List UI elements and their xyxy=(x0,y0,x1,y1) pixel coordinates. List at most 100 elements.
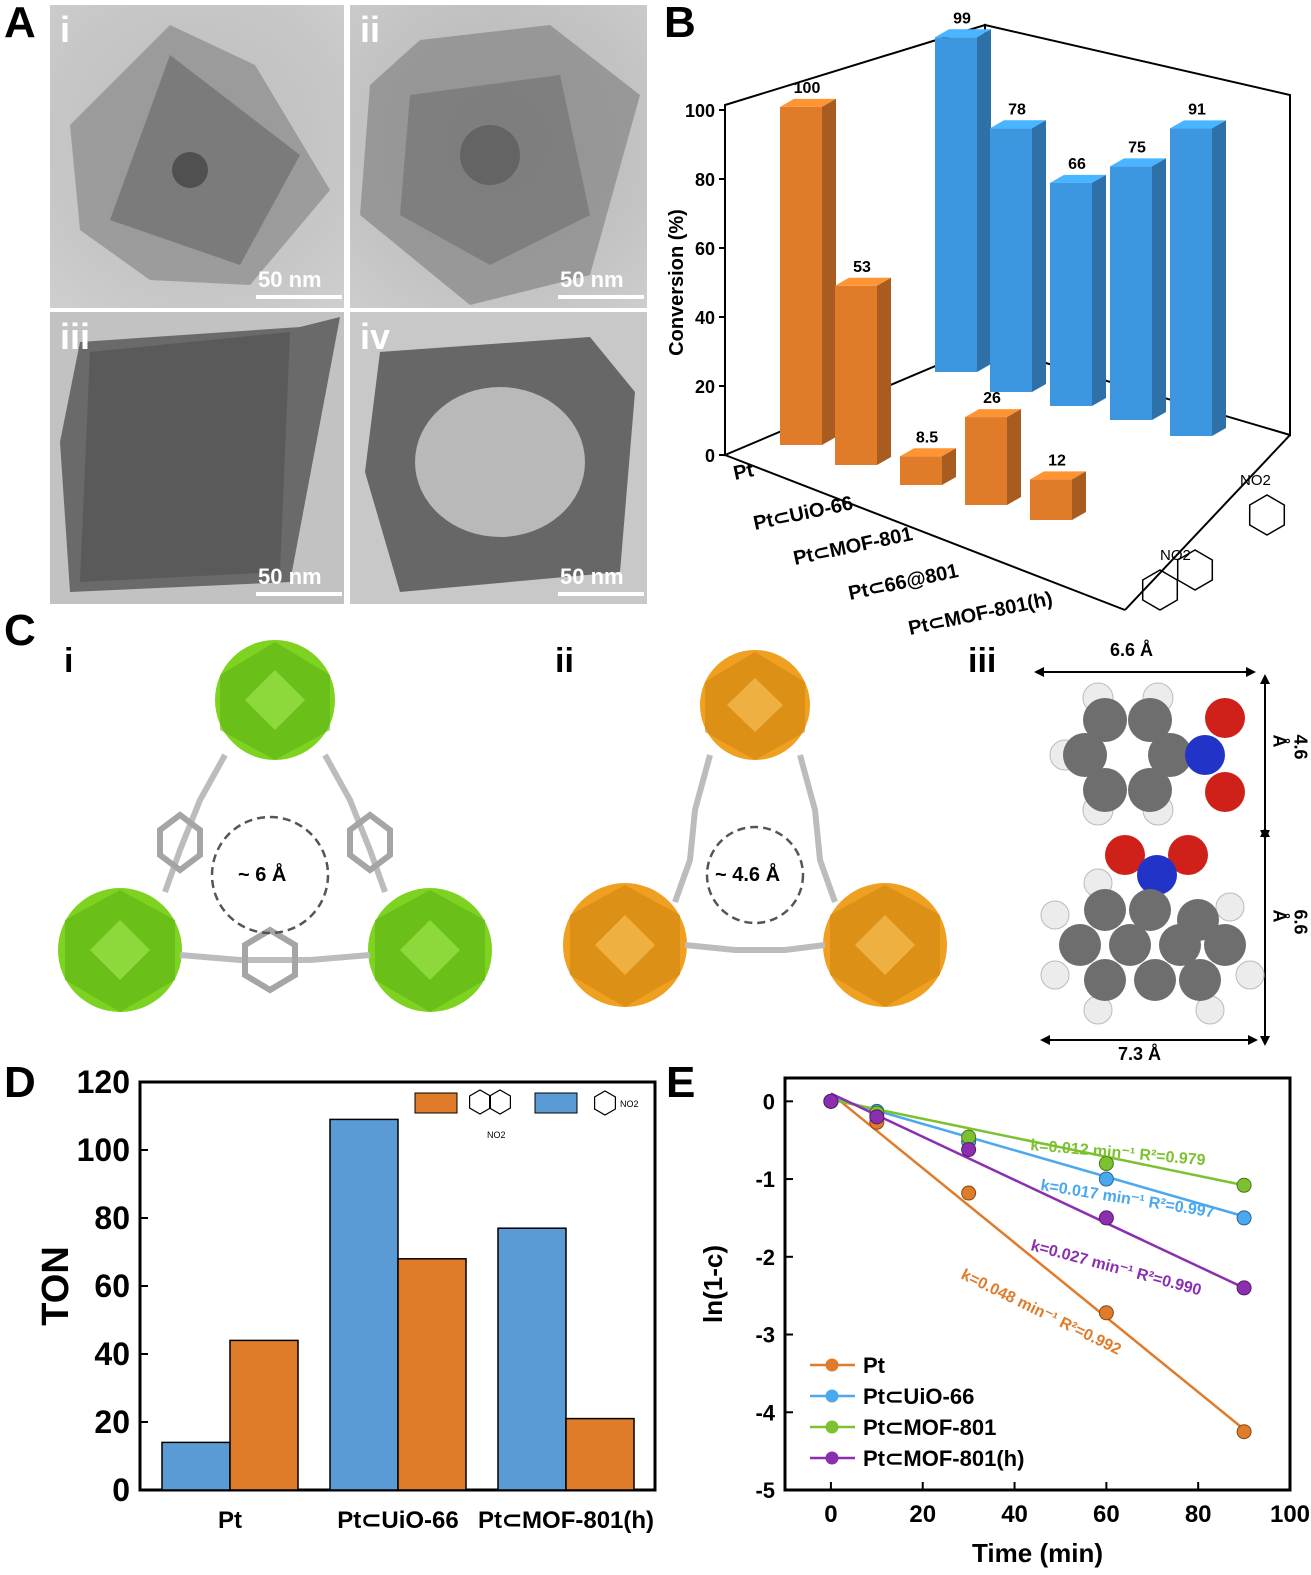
tem-particle-ii xyxy=(360,25,640,305)
b-blue-bar-2-value-label: 66 xyxy=(1068,156,1086,173)
e-point-3-2 xyxy=(961,1142,977,1158)
nn-hydrogen-atoms xyxy=(1040,868,1265,1025)
nn-nitrogen-atom xyxy=(1137,855,1177,895)
tem-particle-iii xyxy=(60,317,340,592)
e-x-axis-label: Time (min) xyxy=(972,1538,1103,1568)
d-legend-benzene-icon xyxy=(593,1090,617,1116)
scale-bar-iv xyxy=(558,592,644,596)
panel-c-label-ii: ii xyxy=(555,642,574,680)
b-y-tick-label: 20 xyxy=(695,377,715,397)
tem-particle-iv xyxy=(365,337,635,592)
chart-d-ton-bar: 0 20 40 60 80 100 120 TON Pt Pt⊂UiO-66 Pt⊂MOF-801(… xyxy=(35,1064,657,1534)
b-y-axis-label: Conversion (%) xyxy=(666,209,688,356)
e-legend-marker-0 xyxy=(825,1358,839,1372)
green-cluster-left xyxy=(58,888,182,1012)
b-naphthalene-ring-icon-1 xyxy=(1141,569,1179,611)
e-legend-label-2: Pt⊂MOF-801 xyxy=(863,1415,996,1440)
b-orange-bar-0-side xyxy=(822,98,836,446)
e-point-3-4 xyxy=(1236,1280,1252,1296)
e-y-tick-label: -1 xyxy=(755,1167,775,1192)
mof-801-structure-illustration xyxy=(58,640,492,1012)
d-bar-1-2 xyxy=(565,1417,635,1491)
linker-sticks-h xyxy=(672,754,838,953)
d-legend-label-benzene: NO2 xyxy=(620,1099,639,1109)
linker-sticks xyxy=(157,753,393,994)
orange-cluster-right xyxy=(823,883,947,1007)
scale-bar-text-iv: 50 nm xyxy=(560,564,624,589)
d-category-label: Pt⊂UiO-66 xyxy=(337,1507,458,1534)
tem-image-iv: iv 50 nm xyxy=(350,312,647,604)
b-depth-label-benzene: NO2 xyxy=(1240,472,1271,489)
e-fit-line-3 xyxy=(830,1092,1245,1290)
b-orange-bar-3-value-label: 26 xyxy=(983,390,1001,407)
d-y-axis-label: TON xyxy=(35,1246,77,1326)
e-y-tick-label: -2 xyxy=(755,1245,775,1270)
e-point-3-3 xyxy=(1098,1210,1114,1226)
b-orange-bar-4-top xyxy=(1030,471,1086,480)
tem-image-i: i 50 nm xyxy=(50,5,344,308)
b-orange-bar-4 xyxy=(1030,479,1072,520)
nb-width-label: 6.6 Å xyxy=(1110,640,1154,660)
tem-label-iii: iii xyxy=(60,316,91,357)
e-point-3-0 xyxy=(823,1093,839,1109)
b-blue-bar-0-top xyxy=(935,29,991,38)
e-point-1-4 xyxy=(1236,1210,1252,1226)
tem-image-ii: ii 50 nm xyxy=(350,5,647,308)
b-orange-bar-0-top xyxy=(780,98,836,107)
e-annotation-2: k=0.012 min⁻¹ R²=0.979 xyxy=(1030,1137,1207,1169)
panel-c-label-i: i xyxy=(64,642,74,680)
scale-bar-i xyxy=(256,295,342,299)
d-legend-label-naphthalene: NO2 xyxy=(487,1130,506,1140)
e-x-tick-label: 0 xyxy=(824,1501,837,1528)
green-cluster-top xyxy=(215,640,335,760)
d-legend-swatch-blue xyxy=(534,1092,578,1114)
e-y-tick-label: -3 xyxy=(755,1323,775,1348)
d-y-tick-label: 20 xyxy=(94,1404,130,1440)
green-cluster-right xyxy=(368,888,492,1012)
e-point-0-4 xyxy=(1236,1424,1252,1440)
e-x-tick-label: 20 xyxy=(909,1501,936,1528)
b-blue-bar-3-top xyxy=(1110,158,1166,167)
d-category-label: Pt⊂MOF-801(h) xyxy=(478,1507,654,1534)
b-blue-bar-2-side xyxy=(1092,174,1106,406)
nb-nitrogen-atom xyxy=(1185,735,1225,775)
e-legend-label-3: Pt⊂MOF-801(h) xyxy=(863,1446,1024,1471)
b-orange-bar-1-side xyxy=(877,277,891,465)
orange-cluster-top xyxy=(700,650,810,760)
b-blue-bar-3 xyxy=(1110,166,1152,420)
scale-bar-text-iii: 50 nm xyxy=(258,564,322,589)
e-annotation-3: k=0.027 min⁻¹ R²=0.990 xyxy=(1029,1237,1203,1299)
nb-height-label: 4.6 Å xyxy=(1269,734,1311,760)
b-orange-bar-4-value-label: 12 xyxy=(1048,452,1066,469)
e-point-2-2 xyxy=(961,1129,977,1145)
orange-cluster-left xyxy=(563,883,687,1007)
e-fit-line-1 xyxy=(830,1096,1245,1218)
tem-label-i: i xyxy=(60,9,71,50)
e-y-tick-label: -4 xyxy=(755,1400,775,1425)
scale-bar-text-ii: 50 nm xyxy=(560,267,624,292)
d-category-label: Pt xyxy=(218,1507,242,1534)
e-point-0-2 xyxy=(961,1185,977,1201)
b-blue-bar-1 xyxy=(990,128,1032,393)
nb-oxygen-atom-2 xyxy=(1205,772,1245,812)
b-orange-bar-0-value-label: 100 xyxy=(794,80,821,97)
panel-c-label-iii: iii xyxy=(968,642,997,680)
nn-oxygen-atom-2 xyxy=(1168,835,1208,875)
b-floor-front-edge xyxy=(724,454,1126,611)
d-bar-0-2 xyxy=(497,1227,567,1491)
scale-bar-text-i: 50 nm xyxy=(258,267,322,292)
b-benzene-ring-icon xyxy=(1248,494,1286,536)
b-blue-bar-4-top xyxy=(1170,120,1226,129)
b-orange-bar-1-value-label: 53 xyxy=(853,259,871,276)
chart-e-kinetics-scatter: 0 20 40 60 80 100 0 -1 -2 -3 -4 -5 Time (min) ln(1-c)… xyxy=(698,1076,1310,1568)
panel-label-c: C xyxy=(4,606,36,655)
nitronaphthalene-space-filling-model xyxy=(1040,827,1270,1046)
e-x-tick-label: 60 xyxy=(1093,1501,1120,1528)
e-x-tick-label: 40 xyxy=(1001,1501,1028,1528)
nitrobenzene-space-filling-model xyxy=(1034,667,1270,840)
d-bar-1-0 xyxy=(229,1339,299,1491)
e-legend-marker-1 xyxy=(825,1389,839,1403)
d-legend-naphthalene-icon-2 xyxy=(489,1089,511,1115)
d-bar-1-1 xyxy=(397,1258,467,1491)
